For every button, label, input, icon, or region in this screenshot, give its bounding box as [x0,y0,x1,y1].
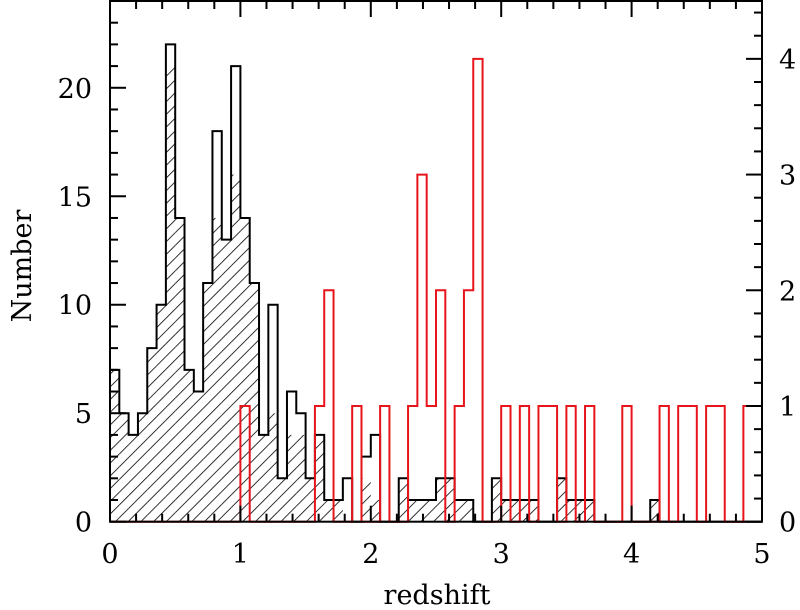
hatched-bar [333,500,343,522]
hatched-bar [184,369,194,522]
hatched-bar [491,478,502,522]
hatched-bar [286,434,297,522]
y-tick-label: 20 [58,74,92,105]
hatched-bar [361,478,371,522]
hatched-bar [426,500,436,522]
x-axis-title: redshift [384,580,491,610]
hatched-bar [557,478,567,522]
hatched-bar [259,434,269,522]
x-tick-label: 1 [232,539,249,570]
hatched-bar [510,500,520,522]
hatched-bar [575,500,586,522]
red-histogram-bar [464,290,473,521]
y-tick-label: 0 [75,508,92,539]
y-right-tick-label: 0 [779,508,796,539]
red-histogram-bar [678,406,687,522]
red-histogram-bar [743,406,752,522]
y-right-tick-label: 3 [779,161,796,192]
hatched-bar [519,500,530,522]
x-tick-label: 4 [623,539,640,570]
y-tick-label: 15 [58,182,92,213]
hatched-bar [370,500,381,522]
hatched-bar [398,478,409,522]
hatched-bar [454,500,464,522]
y-right-tick-label: 4 [779,45,796,76]
x-tick-label: 5 [753,539,770,570]
hatched-bar [128,434,138,522]
hatched-bar [137,413,148,522]
x-tick-label: 0 [101,539,118,570]
x-tick-label: 3 [493,539,510,570]
hatched-histogram [110,66,660,522]
hatched-bar [231,174,241,522]
red-histogram-bar [352,406,361,522]
red-histogram-bar [660,406,669,522]
red-histogram-bar [706,406,715,522]
y-right-tick-label: 2 [779,276,796,307]
hatched-bar [268,413,278,522]
hatched-bar [165,66,176,522]
hatched-bar [296,434,306,522]
hatched-bar [221,239,232,522]
hatched-bar [203,283,213,522]
red-histogram-bar [753,406,762,522]
hatched-bar [305,478,315,522]
red-histogram-bar [687,406,696,522]
hatched-bar [193,391,204,522]
hatched-bar [277,478,287,522]
x-tick-label: 2 [362,539,379,570]
hatched-bar [408,500,418,522]
hatched-bar [650,500,660,522]
red-histogram-bar [417,175,426,522]
red-histogram-bar [380,406,389,522]
red-histogram-bar [715,406,724,522]
red-histogram-bar [473,59,482,522]
hatched-bar [119,413,129,522]
red-histogram-bar [548,406,557,522]
hatched-bar [445,478,455,522]
hatched-bar [175,217,185,522]
hatched-bar [249,283,260,522]
y-right-tick-label: 1 [779,392,796,423]
hatched-bar [324,500,334,522]
hatched-bar [156,304,166,522]
hatched-bar [529,500,539,522]
hatched-bar [240,217,250,522]
hatched-bar [110,369,120,522]
hatched-bar [314,434,325,522]
hatched-bar [501,500,511,522]
hatched-bar [147,348,157,522]
hatched-bar [436,478,446,522]
y-tick-label: 10 [58,291,92,322]
y-tick-label: 5 [75,399,92,430]
hatched-bar [566,500,576,522]
plot-frame [109,0,763,523]
y-axis-title: Number [7,210,38,323]
hatched-bar [463,500,474,522]
red-histogram-bar [538,406,547,522]
hatched-bar [417,500,427,522]
hatched-bar [585,500,595,522]
red-histogram-bar [622,406,631,522]
hatched-bar [212,217,222,522]
red-histogram-bar [324,290,333,521]
